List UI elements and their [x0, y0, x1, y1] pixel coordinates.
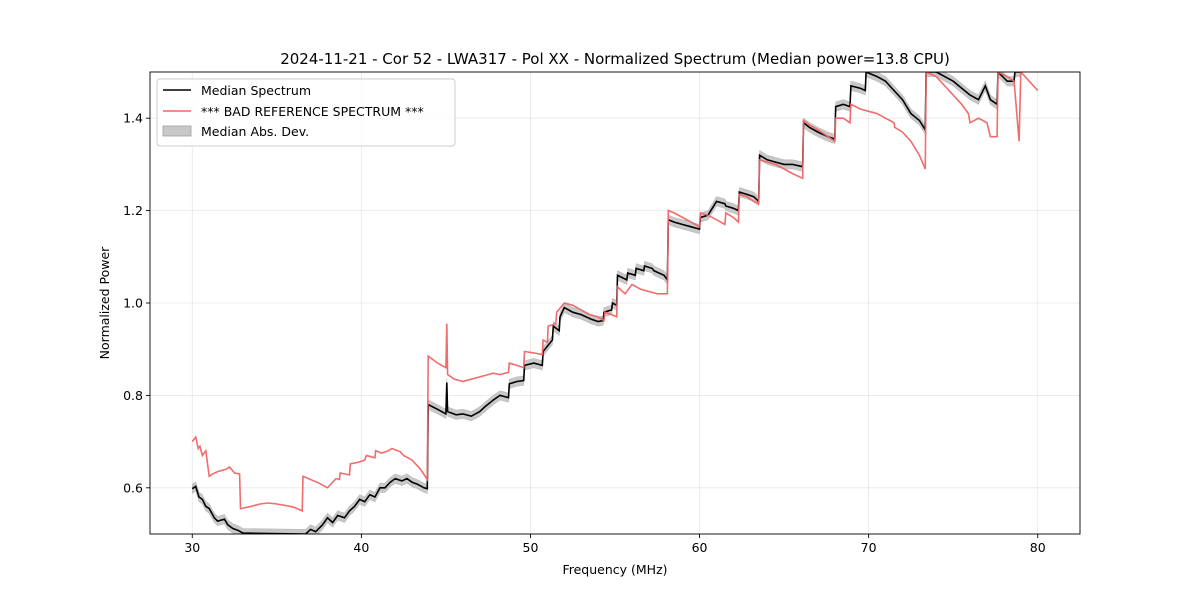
- chart-title: 2024-11-21 - Cor 52 - LWA317 - Pol XX - …: [280, 50, 950, 68]
- legend-median-label: Median Spectrum: [201, 83, 311, 98]
- median-spectrum-line: [191, 72, 1021, 534]
- y-tick-label: 1.4: [123, 111, 143, 126]
- bad-reference-spectrum-line: [191, 72, 1039, 513]
- x-tick-label: 50: [523, 540, 539, 555]
- y-tick-label: 0.8: [123, 388, 143, 403]
- legend-bad-reference-label: *** BAD REFERENCE SPECTRUM ***: [201, 104, 424, 119]
- x-tick-label: 60: [692, 540, 708, 555]
- x-tick-label: 70: [861, 540, 877, 555]
- legend-box: [156, 78, 456, 147]
- x-tick-label: 30: [184, 540, 200, 555]
- plot-data: [191, 72, 1039, 534]
- x-axis-label: Frequency (MHz): [562, 562, 667, 577]
- y-tick-label: 1.2: [123, 203, 143, 218]
- y-tick-label: 1.0: [123, 296, 143, 311]
- legend: Median Spectrum *** BAD REFERENCE SPECTR…: [156, 78, 456, 147]
- x-tick-label: 80: [1030, 540, 1046, 555]
- y-axis-label: Normalized Power: [97, 246, 112, 360]
- x-tick-label: 40: [353, 540, 369, 555]
- axis-ticks: 30 40 50 60 70 80 0.6 0.8 1.0 1.2 1.4: [123, 111, 1046, 555]
- legend-mad-swatch: [162, 125, 192, 137]
- y-tick-label: 0.6: [123, 480, 143, 495]
- legend-mad-label: Median Abs. Dev.: [201, 124, 309, 139]
